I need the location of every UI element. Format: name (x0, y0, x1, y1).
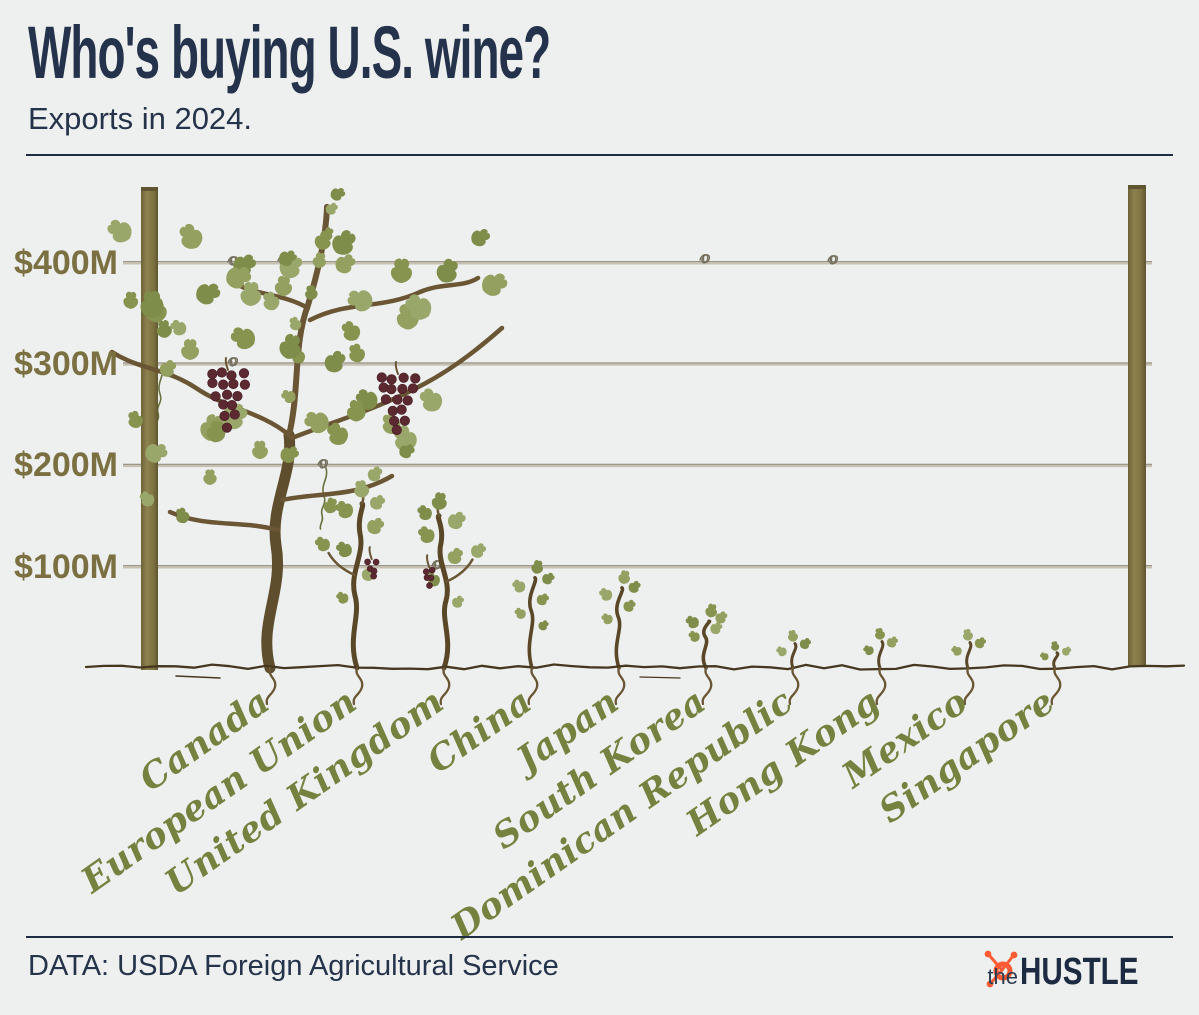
brand-logo: the HUSTLE (987, 951, 1172, 994)
trellis-post-right (1128, 185, 1146, 666)
header-divider (26, 154, 1173, 156)
vine-singapore (1039, 641, 1072, 670)
page-title: Who's buying U.S. wine? (28, 11, 551, 94)
vine-mexico (951, 628, 987, 670)
data-source-text: DATA: USDA Foreign Agricultural Service (28, 950, 559, 982)
trellis-post-left (141, 187, 158, 670)
ground-line (84, 663, 1186, 671)
vine-south-korea (685, 603, 728, 670)
vine-hong-kong (863, 627, 899, 670)
vine-china (512, 560, 555, 670)
page-subtitle: Exports in 2024. (28, 101, 253, 136)
vine-canada (107, 188, 508, 674)
hubspot-logo-icon (984, 950, 1018, 988)
vine-united-kingdom (417, 492, 487, 671)
vine-european-union (314, 480, 386, 671)
brand-name: HUSTLE (1020, 951, 1139, 993)
footer-divider (26, 936, 1173, 938)
vine-dominican-republic (776, 629, 812, 670)
brand-the: the (987, 964, 1018, 989)
vine-japan (599, 570, 641, 670)
